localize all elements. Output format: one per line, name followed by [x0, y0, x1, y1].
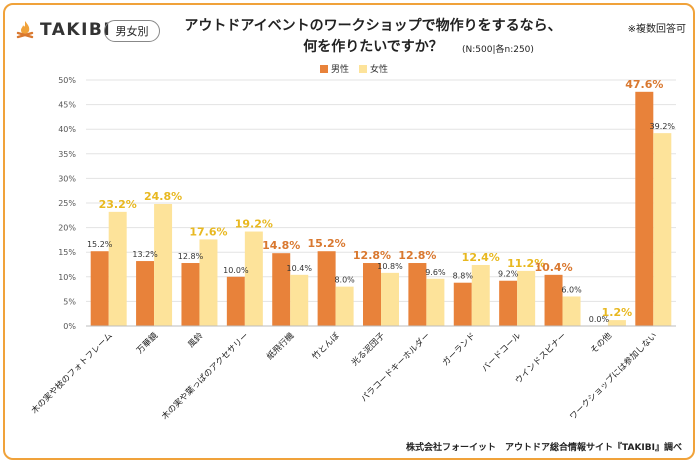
data-label-female: 1.2%: [602, 306, 633, 319]
bar-female: [154, 203, 173, 326]
data-label-female: 12.4%: [462, 251, 500, 264]
takibi-logo: TAKIBI: [16, 20, 111, 40]
bar-male: [635, 91, 654, 326]
legend-label-female: 女性: [370, 65, 389, 75]
category-label: 木の実や葉っぱのアクセサリー: [159, 330, 251, 422]
bar-female: [562, 296, 581, 326]
y-tick-label: 45%: [58, 101, 76, 110]
data-label-female: 10.4%: [287, 264, 313, 273]
data-label-male: 12.8%: [178, 252, 204, 261]
y-tick-label: 20%: [58, 224, 76, 233]
data-label-male: 13.2%: [132, 250, 158, 259]
y-tick-label: 5%: [63, 297, 76, 306]
bar-female: [244, 231, 263, 326]
bar-female: [108, 211, 127, 326]
brand-name: TAKIBI: [40, 20, 112, 40]
data-label-male: 9.2%: [498, 270, 519, 279]
bar-female: [426, 278, 445, 326]
bar-female: [607, 320, 626, 326]
bar-male: [136, 261, 155, 326]
data-label-male: 15.2%: [308, 237, 346, 250]
chart-legend: 男性 女性: [320, 62, 388, 75]
bar-female: [471, 264, 490, 326]
data-label-female: 24.8%: [144, 190, 182, 203]
data-label-female: 19.2%: [235, 218, 273, 231]
category-label: 紙飛行機: [265, 330, 297, 362]
y-tick-label: 30%: [58, 174, 76, 183]
source-credit: 株式会社フォーイット アウトドア総合情報サイト『TAKIBI』調べ: [406, 443, 682, 453]
data-label-male: 10.0%: [223, 266, 249, 275]
bar-male: [408, 263, 427, 326]
y-tick-label: 15%: [58, 248, 76, 257]
data-label-female: 8.0%: [334, 276, 355, 285]
category-label: ガーランド: [440, 330, 478, 368]
category-label: 木の実や枝のフォトフレーム: [29, 330, 115, 416]
data-label-female: 23.2%: [99, 198, 137, 211]
bar-male: [453, 282, 472, 326]
category-label: その他: [588, 330, 614, 356]
bar-male: [226, 276, 245, 326]
legend-swatch-female: [359, 64, 368, 73]
bar-female: [381, 272, 399, 326]
legend-item-female: 女性: [359, 62, 388, 75]
y-tick-label: 35%: [58, 150, 76, 159]
data-label-male: 12.8%: [353, 249, 391, 262]
data-label-male: 47.6%: [625, 78, 663, 91]
segment-badge: 男女別: [104, 20, 160, 42]
category-label: ワークショップには参加しない: [567, 330, 659, 422]
legend-item-male: 男性: [320, 62, 349, 75]
bar-male: [272, 253, 291, 326]
bar-female: [517, 270, 536, 326]
data-label-male: 0.0%: [589, 315, 610, 324]
data-label-female: 11.2%: [507, 257, 545, 270]
bar-male: [499, 280, 518, 326]
data-label-female: 6.0%: [561, 285, 582, 294]
bar-female: [653, 133, 672, 326]
chart-title: アウトドアイベントのワークショップで物作りをするなら、 何を作りたいですか？: [178, 16, 568, 58]
legend-swatch-male: [320, 64, 328, 73]
chart-title-line-2: 何を作りたいですか？: [303, 39, 443, 55]
bar-female: [199, 239, 218, 326]
data-label-male: 12.8%: [398, 249, 436, 262]
data-label-male: 14.8%: [262, 239, 300, 252]
category-label: 万華鏡: [134, 330, 160, 356]
data-label-male: 15.2%: [87, 240, 113, 249]
data-label-male: 10.4%: [534, 261, 572, 274]
category-label: 風鈴: [186, 330, 206, 350]
bar-male: [363, 263, 381, 326]
data-label-female: 9.6%: [425, 268, 446, 277]
y-tick-label: 50%: [58, 76, 76, 85]
bar-male: [317, 251, 336, 326]
legend-label-male: 男性: [331, 65, 350, 75]
y-tick-label: 40%: [58, 125, 76, 134]
y-tick-label: 0%: [63, 322, 76, 331]
chart-title-line-1: アウトドアイベントのワークショップで物作りをするなら、: [184, 18, 562, 34]
bar-male: [181, 263, 200, 326]
category-label: 竹とんぼ: [310, 330, 342, 362]
bar-male: [90, 251, 109, 326]
bar-female: [335, 286, 354, 326]
bar-male: [544, 274, 563, 326]
bar-female: [290, 274, 309, 326]
sample-size-note: (N:500|各n:250): [462, 45, 534, 55]
category-label: バードコール: [480, 331, 523, 374]
category-label: 光る泥団子: [349, 330, 387, 368]
data-label-female: 10.8%: [377, 262, 403, 271]
data-label-female: 17.6%: [189, 225, 227, 238]
y-tick-label: 25%: [58, 199, 76, 208]
campfire-icon: [16, 21, 34, 39]
y-tick-label: 10%: [58, 273, 76, 282]
multi-answer-note: ※複数回答可: [627, 24, 686, 35]
data-label-female: 39.2%: [650, 122, 676, 131]
data-label-male: 8.8%: [453, 272, 474, 281]
